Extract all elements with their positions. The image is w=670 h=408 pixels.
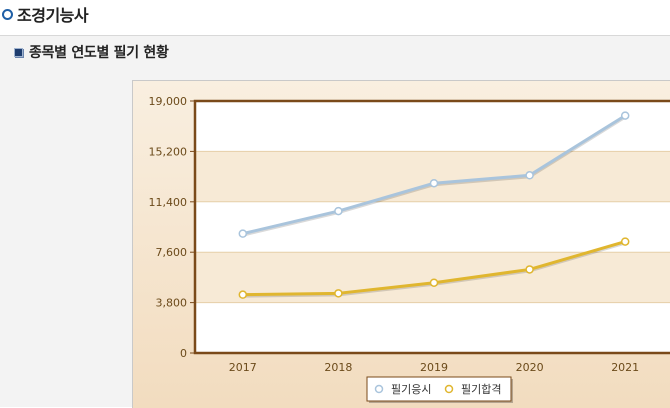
x-tick-label: 2020 [516,361,544,374]
data-point [525,265,534,274]
legend-box [366,376,512,402]
y-tick-label: 7,600 [156,246,188,259]
y-tick-label: 15,200 [149,145,188,158]
legend-label: 필기합격 [461,383,501,396]
section-title: 종목별 연도별 필기 현황 [29,45,169,61]
circle-bullet-icon [2,8,13,20]
x-tick-label: 2018 [324,361,352,374]
data-point [525,171,534,180]
y-tick-label: 11,400 [149,196,188,209]
data-point [429,278,439,287]
legend-marker [444,384,454,394]
data-point [620,111,630,120]
y-tick-label: 19,000 [149,95,188,108]
chart-frame: 0 3,800 7,600 11,400 15,200 19,000 2017 2018 201… [132,80,670,408]
data-point [238,229,248,238]
data-point [334,206,343,216]
y-tick-label: 3,800 [156,297,188,310]
x-tick-label: 2017 [229,361,257,374]
legend-marker [374,384,384,394]
plot-frame [193,99,670,355]
data-point [429,178,439,188]
data-point [334,289,343,298]
x-tick-label: 2021 [611,361,639,374]
line-chart: 0 3,800 7,600 11,400 15,200 19,000 2017 2018 201… [149,95,670,403]
page-title-row: 조경기능사 [2,2,89,26]
title-divider [0,35,670,36]
section-title-row: 종목별 연도별 필기 현황 [14,42,169,62]
plot-band [195,151,670,202]
y-tick-label: 0 [180,347,187,360]
square-bullet-icon [14,47,23,57]
page-title: 조경기능사 [17,6,89,25]
data-point [238,290,248,299]
legend-label: 필기응시 [391,383,431,396]
data-point [620,237,630,246]
x-tick-label: 2019 [420,361,448,374]
